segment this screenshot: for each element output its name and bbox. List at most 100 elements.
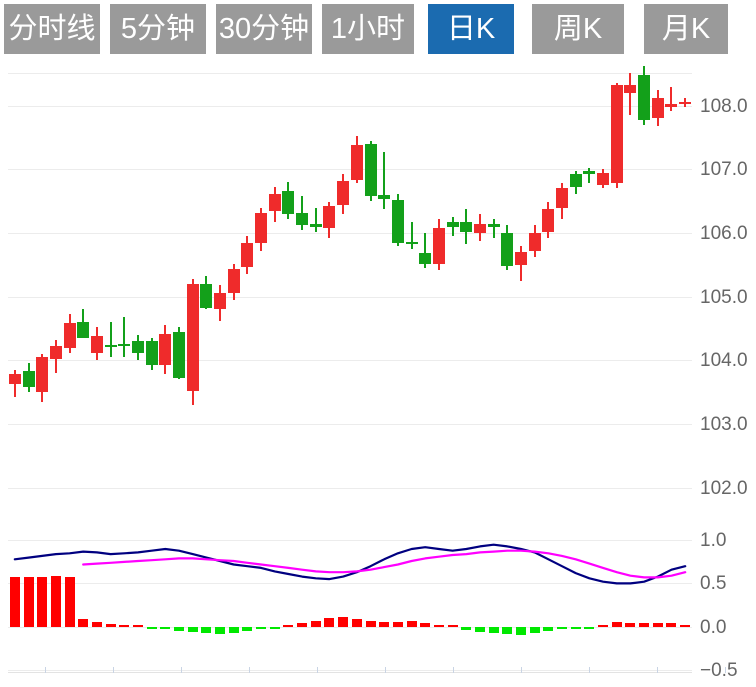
- macd-histogram-bar: [310, 620, 321, 627]
- x-axis-line: [8, 672, 692, 673]
- candle-body: [651, 98, 664, 119]
- gridline: [8, 169, 692, 170]
- price-axis-label: 108.0: [700, 96, 748, 117]
- macd-histogram-bar: [160, 626, 171, 630]
- macd-histogram-bar: [201, 626, 212, 634]
- macd-gridline: [8, 670, 692, 671]
- candle-body: [378, 194, 391, 199]
- candle-body: [159, 333, 172, 366]
- price-axis-label: 106.0: [700, 223, 748, 244]
- macd-axis-label: 1.0: [700, 530, 727, 551]
- candle-body: [268, 193, 281, 212]
- candle-body: [460, 221, 473, 232]
- macd-histogram-bar: [187, 626, 198, 632]
- macd-histogram-bar: [269, 626, 280, 629]
- tab-5[interactable]: 日K: [428, 4, 514, 54]
- macd-histogram-bar: [625, 623, 636, 627]
- tab-label: 1小时: [330, 12, 406, 45]
- macd-histogram-bar: [365, 621, 376, 627]
- gridline: [8, 297, 692, 298]
- price-axis-label: 102.0: [700, 478, 748, 499]
- candle-body: [473, 224, 486, 233]
- candle-body: [255, 212, 268, 244]
- macd-histogram-bar: [146, 626, 157, 629]
- candle-body: [22, 371, 35, 387]
- tab-label: 周K: [553, 12, 603, 45]
- macd-histogram-bar: [433, 624, 444, 627]
- candle-body: [501, 233, 514, 267]
- macd-histogram-bar: [420, 623, 431, 627]
- gridline: [8, 360, 692, 361]
- macd-histogram-bar: [379, 622, 390, 627]
- candle-wick: [410, 221, 413, 249]
- candle-body: [350, 145, 363, 180]
- macd-dea-line: [82, 549, 687, 579]
- macd-gridline: [8, 627, 692, 628]
- macd-histogram-bar: [639, 623, 650, 627]
- candle-body: [624, 85, 637, 93]
- macd-histogram-bar: [502, 626, 513, 635]
- macd-histogram-bar: [474, 626, 485, 632]
- macd-gridline: [8, 583, 692, 584]
- candle-body: [49, 346, 62, 359]
- candle-body: [569, 174, 582, 188]
- candle-body: [515, 252, 527, 265]
- x-axis-tick: [725, 667, 726, 673]
- macd-histogram-bar: [50, 575, 61, 627]
- x-axis-tick: [589, 667, 590, 673]
- tab-1[interactable]: 分时线: [4, 4, 100, 54]
- macd-histogram-bar: [228, 626, 239, 633]
- macd-histogram-bar: [174, 626, 184, 631]
- macd-histogram-bar: [78, 618, 89, 627]
- candle-body: [419, 253, 432, 264]
- candle-body: [528, 233, 541, 251]
- gridline: [8, 233, 692, 234]
- candle-body: [364, 143, 377, 197]
- candle-body: [296, 212, 309, 226]
- candle-body: [145, 341, 158, 366]
- candle-body: [63, 323, 76, 348]
- tab-7[interactable]: 月K: [644, 4, 728, 54]
- candle-body: [131, 341, 144, 353]
- macd-histogram-bar: [584, 626, 595, 629]
- tab-label: 30分钟: [218, 12, 310, 45]
- candle-wick: [109, 322, 112, 358]
- candle-wick: [588, 168, 591, 184]
- macd-histogram-bar: [242, 626, 253, 631]
- macd-panel: 1.0 0.5 0.0 −0.5: [0, 58, 756, 687]
- macd-histogram-bar: [680, 624, 691, 627]
- price-axis-label: 103.0: [700, 414, 748, 435]
- candle-body: [446, 221, 459, 227]
- gridline: [8, 424, 692, 425]
- macd-histogram-bar: [37, 576, 48, 627]
- candle-body: [227, 268, 240, 294]
- chart-plot-area[interactable]: 108.0 107.0 106.0 105.0 104.0 103.0 102.0 1.0 0…: [0, 58, 756, 687]
- candle-body: [241, 243, 254, 268]
- macd-histogram-bar: [666, 623, 677, 627]
- candle-body: [679, 101, 692, 105]
- macd-lines: [13, 543, 687, 585]
- macd-histogram-bar: [461, 626, 472, 630]
- candle-body: [542, 208, 555, 232]
- macd-axis-label: 0.5: [700, 573, 727, 594]
- macd-histogram-bar: [9, 576, 20, 627]
- candle-body: [118, 343, 131, 346]
- tab-label: 日K: [446, 12, 496, 45]
- candle-body: [391, 199, 404, 243]
- x-axis-tick: [657, 667, 658, 673]
- tab-label: 分时线: [8, 12, 96, 45]
- candle-wick: [314, 207, 317, 232]
- macd-histogram-bar: [529, 626, 540, 634]
- tab-6[interactable]: 周K: [532, 4, 624, 54]
- gridline-top: [8, 73, 692, 74]
- macd-histogram-bar: [64, 576, 75, 627]
- tab-3[interactable]: 30分钟: [216, 4, 312, 54]
- tab-4[interactable]: 1小时: [322, 4, 414, 54]
- macd-histogram-bar: [297, 623, 308, 627]
- macd-histogram-bar: [105, 623, 116, 627]
- tab-2[interactable]: 5分钟: [110, 4, 206, 54]
- candle-body: [665, 104, 678, 107]
- x-axis-tick: [521, 667, 522, 673]
- candle-body: [282, 191, 295, 214]
